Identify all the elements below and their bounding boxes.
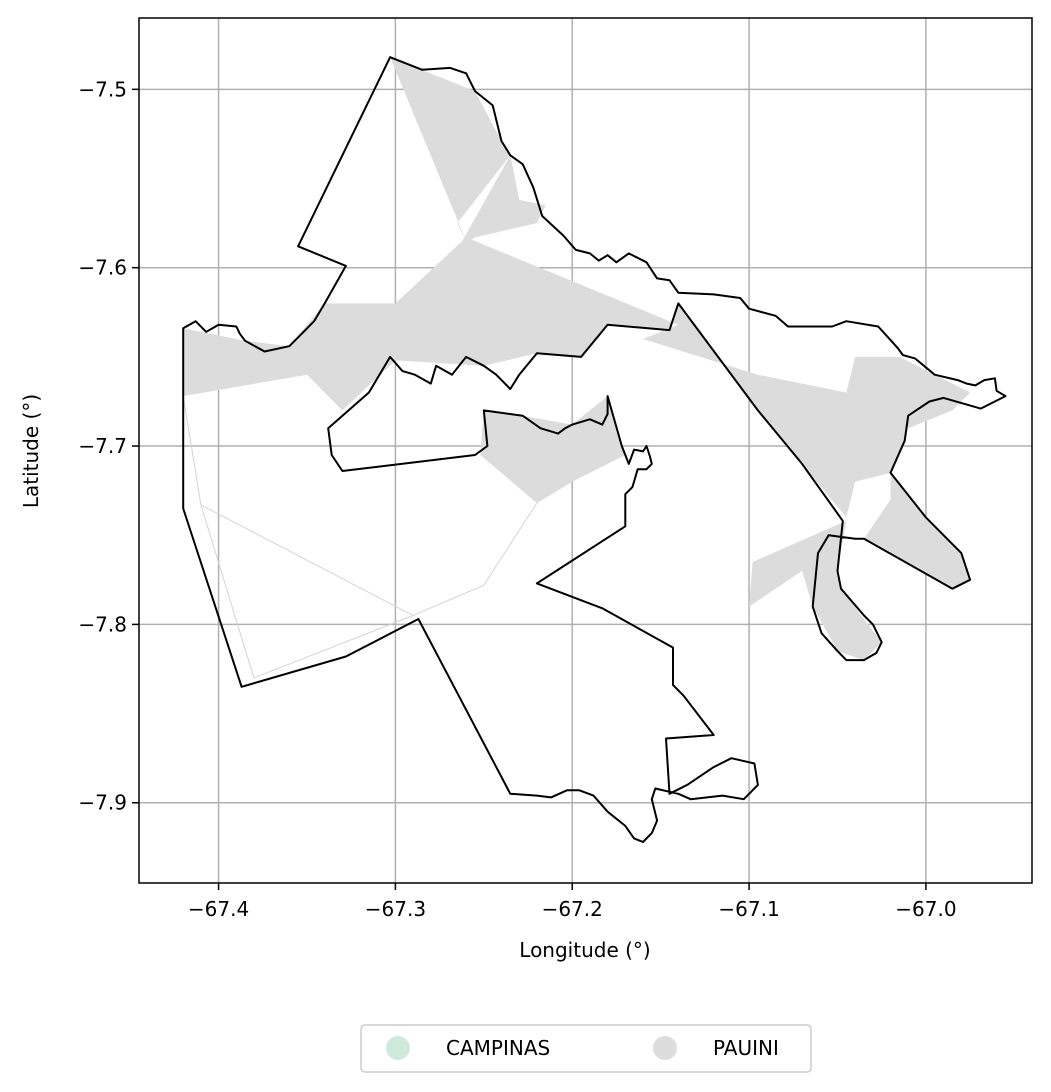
faint-boundary-line — [200, 504, 414, 679]
plot-frame — [138, 17, 1033, 884]
x-tick-label: −67.3 — [365, 897, 426, 921]
y-tick-label: −7.7 — [78, 434, 127, 458]
y-tick-label: −7.5 — [78, 77, 127, 101]
y-tick-layer: −7.5 −7.6 −7.7 −7.8 −7.9 — [78, 77, 139, 815]
pauini-shaded-region — [183, 237, 971, 518]
y-tick-label: −7.6 — [78, 256, 127, 280]
legend: CAMPINAS PAUINI — [360, 1024, 812, 1073]
faint-line-layer — [182, 396, 538, 679]
x-tick-label: −67.1 — [718, 897, 779, 921]
legend-box — [360, 1024, 812, 1073]
legend-marker-campinas — [386, 1036, 410, 1060]
y-axis-title: Latitude (°) — [19, 394, 43, 508]
boundary-layer — [182, 56, 1007, 843]
pauini-shaded-region — [864, 472, 971, 589]
x-tick-label: −67.4 — [188, 897, 249, 921]
legend-label-pauini: PAUINI — [713, 1036, 779, 1060]
y-tick-label: −7.8 — [78, 612, 127, 636]
y-tick-label: −7.9 — [78, 791, 127, 815]
municipality-boundary — [182, 56, 1007, 843]
x-axis-title: Longitude (°) — [519, 938, 650, 962]
x-tick-label: −67.0 — [895, 897, 956, 921]
pauini-shaded-region — [457, 155, 546, 250]
legend-label-campinas: CAMPINAS — [446, 1036, 550, 1060]
region-layer — [183, 57, 971, 661]
x-tick-layer: −67.4 −67.3 −67.2 −67.1 −67.0 — [188, 883, 957, 921]
pauini-shaded-region — [749, 520, 882, 661]
legend-marker-pauini — [653, 1036, 677, 1060]
pauini-shaded-region — [480, 396, 626, 504]
x-tick-label: −67.2 — [542, 897, 603, 921]
plot-area — [138, 17, 1033, 884]
pauini-shaded-region — [390, 57, 511, 241]
